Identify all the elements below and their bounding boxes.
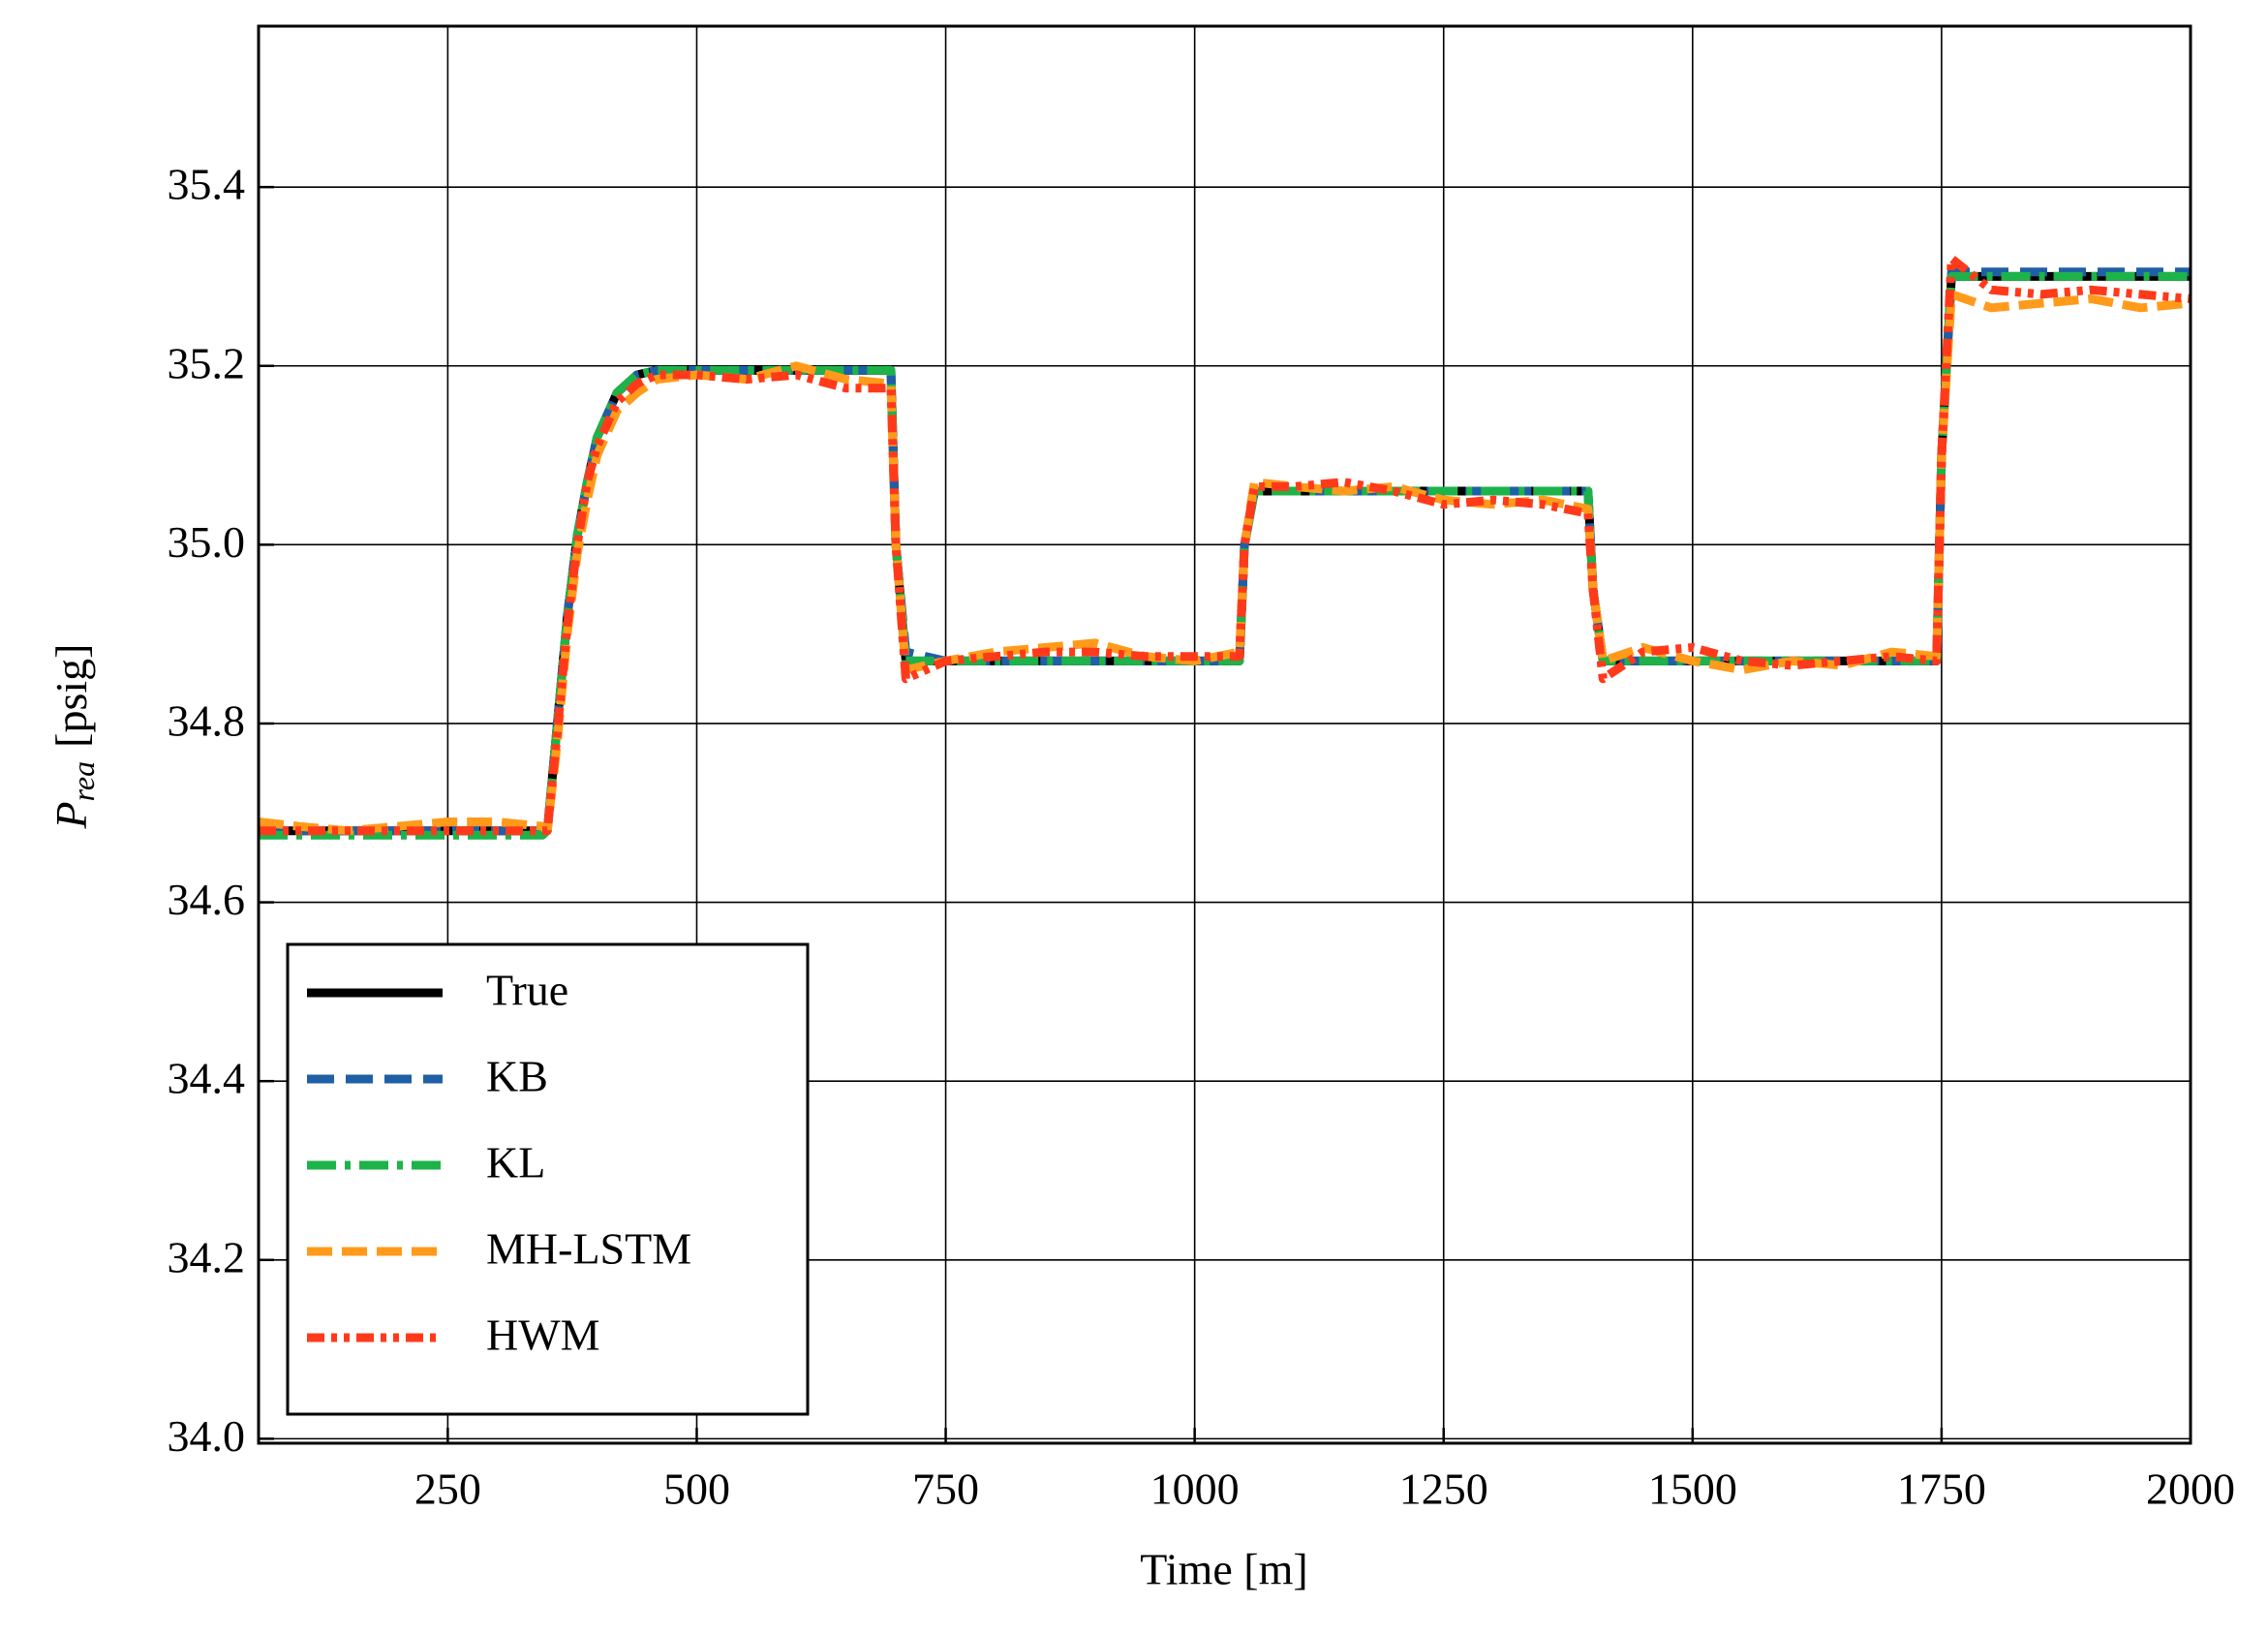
- y-label-unit: [psig]: [46, 644, 96, 748]
- legend-label: KL: [486, 1138, 545, 1188]
- x-tick-label: 250: [414, 1465, 481, 1514]
- data-line: [259, 267, 2191, 836]
- legend-label: KB: [486, 1052, 548, 1101]
- x-tick-label: 1750: [1897, 1465, 1986, 1514]
- y-tick-label: 34.6: [168, 875, 246, 924]
- legend-label: MH-LSTM: [486, 1224, 691, 1274]
- plot-frame: [257, 24, 2192, 1445]
- x-tick-label: 1500: [1648, 1465, 1737, 1514]
- x-tick-label: 750: [912, 1465, 979, 1514]
- legend-box: [286, 942, 810, 1416]
- y-tick-label: 34.0: [168, 1411, 246, 1461]
- x-axis-label: Time [m]: [1140, 1545, 1307, 1594]
- y-tick-label: 34.8: [168, 696, 246, 746]
- data-line: [259, 254, 2191, 836]
- y-tick-label: 35.2: [168, 338, 246, 387]
- y-tick-label: 34.2: [168, 1232, 246, 1281]
- data-line: [258, 290, 2191, 836]
- legend-label: HWM: [486, 1311, 600, 1360]
- x-tick-label: 2000: [2146, 1465, 2235, 1514]
- y-label-symbol: P: [46, 801, 96, 829]
- legend-label: True: [486, 966, 568, 1015]
- x-tick-label: 1000: [1150, 1465, 1240, 1514]
- x-tick-label: 500: [663, 1465, 730, 1514]
- data-line: [259, 271, 2191, 840]
- legend: True KB KL MH-LSTM HWM: [286, 942, 810, 1416]
- data-line: [259, 271, 2191, 836]
- y-tick-label: 35.0: [168, 517, 246, 567]
- y-tick-label: 34.4: [168, 1054, 246, 1103]
- y-tick-label: 35.4: [168, 160, 246, 209]
- x-tick-label: 1250: [1399, 1465, 1488, 1514]
- y-axis-label: Prea [psig]: [46, 644, 102, 830]
- y-label-subscript: rea: [66, 761, 101, 801]
